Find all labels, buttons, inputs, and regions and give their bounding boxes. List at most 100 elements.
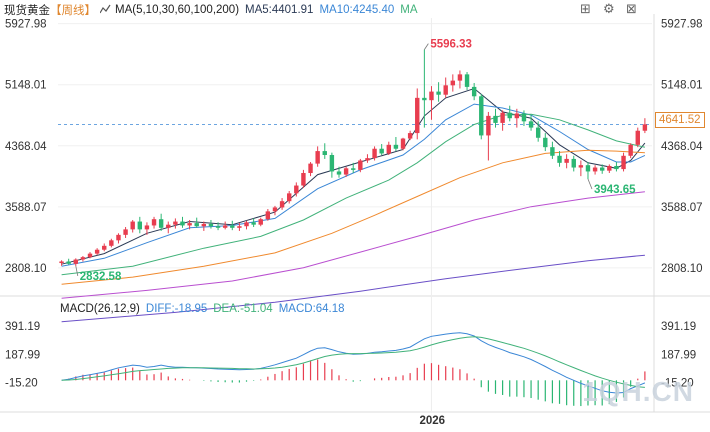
ma-label: MA(5,10,30,60,100,200) — [115, 4, 240, 16]
candle-body — [443, 85, 448, 95]
candle-body — [265, 211, 271, 220]
candle-body — [151, 219, 157, 226]
candle-body — [272, 207, 278, 212]
y-tick-right: 3588.07 — [661, 202, 703, 214]
grid-lines — [0, 14, 710, 413]
candle-body — [230, 225, 235, 228]
candle-body — [507, 112, 512, 119]
close-icon[interactable]: ⊠ — [626, 2, 637, 17]
candle-body — [279, 201, 285, 208]
y-tick-right: 5148.01 — [661, 80, 703, 92]
candle-body — [500, 112, 505, 123]
candle-body — [222, 225, 228, 228]
macd-macd-value: MACD:64.18 — [278, 303, 345, 315]
candle-body — [130, 221, 135, 230]
candle-body — [80, 257, 86, 260]
candle-body — [144, 225, 150, 230]
price-annotations: 5596.33 3943.65 2832.58 — [75, 39, 636, 283]
candle-body — [464, 74, 470, 87]
candle-body — [571, 158, 576, 168]
ma-line-ma10 — [61, 103, 646, 267]
candle-body — [343, 168, 349, 175]
ma-line-ma30 — [61, 113, 646, 276]
macd-panel — [61, 332, 646, 407]
candle-body — [116, 234, 121, 241]
candle-body — [215, 226, 221, 228]
macd-dea-value: DEA:-51.04 — [213, 303, 273, 315]
settings-gear-icon[interactable]: ⚙ — [603, 2, 615, 17]
candle-body — [493, 115, 498, 123]
candle-body — [415, 97, 420, 134]
period-selector[interactable]: 【周线】 — [50, 5, 96, 17]
macd-dea-line — [61, 336, 645, 388]
chart-type-icon[interactable] — [99, 4, 111, 17]
candle-body — [109, 240, 114, 246]
macd-diff-value: DIFF:-18.95 — [145, 303, 208, 315]
candle-body — [642, 124, 648, 131]
candle-body — [471, 86, 477, 97]
ma-more: MA — [400, 4, 418, 16]
candle-body — [258, 219, 263, 225]
candle-body — [436, 91, 441, 95]
candle-body — [158, 219, 164, 228]
candle-body — [251, 222, 256, 225]
ma-line-ma60 — [61, 149, 645, 285]
ma10-value: MA10:4245.40 — [319, 4, 395, 16]
candle-body — [578, 165, 584, 168]
candle-body — [422, 97, 427, 101]
candle-body — [322, 151, 327, 155]
ma-line-ma5 — [61, 87, 646, 265]
candle-body — [407, 133, 413, 139]
candle-body — [479, 96, 484, 136]
candle-body — [550, 147, 555, 156]
macd-y-tick-right: 187.99 — [661, 349, 696, 361]
candle-body — [457, 74, 463, 81]
y-tick-left: 3588.07 — [5, 202, 47, 214]
candle-body — [521, 113, 527, 122]
y-tick-right: 4368.04 — [661, 141, 703, 153]
moving-average-lines — [61, 87, 646, 323]
candle-body — [59, 261, 64, 264]
candle-body — [173, 221, 178, 225]
candle-body — [621, 155, 626, 170]
candle-body — [543, 137, 548, 148]
candle-body — [286, 193, 292, 202]
x-tick-label: 2026 — [419, 415, 445, 427]
macd-y-tick-right: -15.20 — [661, 377, 694, 389]
low-annotation-recent-leader — [587, 178, 593, 190]
candle-body — [372, 148, 377, 159]
candle-body — [358, 160, 363, 170]
y-tick-left: 2808.10 — [5, 263, 47, 275]
candle-body — [308, 163, 313, 174]
fullscreen-icon[interactable]: ⊞ — [580, 2, 591, 17]
candle-body — [194, 223, 199, 227]
y-tick-left: 5148.01 — [5, 80, 47, 92]
candle-body — [429, 91, 434, 101]
candle-body — [400, 138, 406, 149]
candle-body — [607, 165, 612, 171]
candle-body — [351, 168, 356, 170]
candle-body — [614, 165, 619, 170]
candle-body — [386, 144, 391, 154]
candle-body — [535, 127, 541, 138]
macd-label: MACD(26,12,9) — [60, 303, 140, 315]
y-tick-right: 2808.10 — [661, 263, 703, 275]
macd-y-tick-left: -15.20 — [5, 377, 38, 389]
candle-body — [486, 115, 491, 136]
candle-body — [329, 155, 335, 172]
y-tick-left: 4368.04 — [5, 141, 47, 153]
candle-body — [585, 165, 591, 172]
ma-line-ma100 — [61, 191, 645, 299]
low-annotation-early-leader — [75, 265, 79, 277]
candle-body — [628, 144, 633, 156]
candle-body — [187, 223, 192, 226]
candle-body — [137, 221, 143, 230]
watermark-logo: 1QH.CN — [582, 376, 694, 407]
candle-body — [73, 259, 78, 264]
macd-y-tick-left: 391.19 — [5, 321, 40, 333]
macd-y-tick-right: 391.19 — [661, 321, 696, 333]
macd-y-tick-left: 187.99 — [5, 349, 40, 361]
candle-body — [87, 253, 93, 258]
candle-body — [208, 223, 214, 227]
high-annotation-leader — [424, 43, 429, 50]
